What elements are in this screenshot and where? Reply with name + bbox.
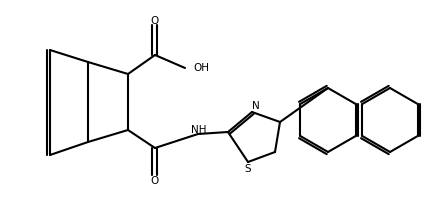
Text: N: N [252,101,260,111]
Text: NH: NH [191,125,207,135]
Text: O: O [151,176,159,186]
Text: OH: OH [193,63,209,73]
Text: O: O [151,16,159,26]
Text: S: S [245,164,251,174]
